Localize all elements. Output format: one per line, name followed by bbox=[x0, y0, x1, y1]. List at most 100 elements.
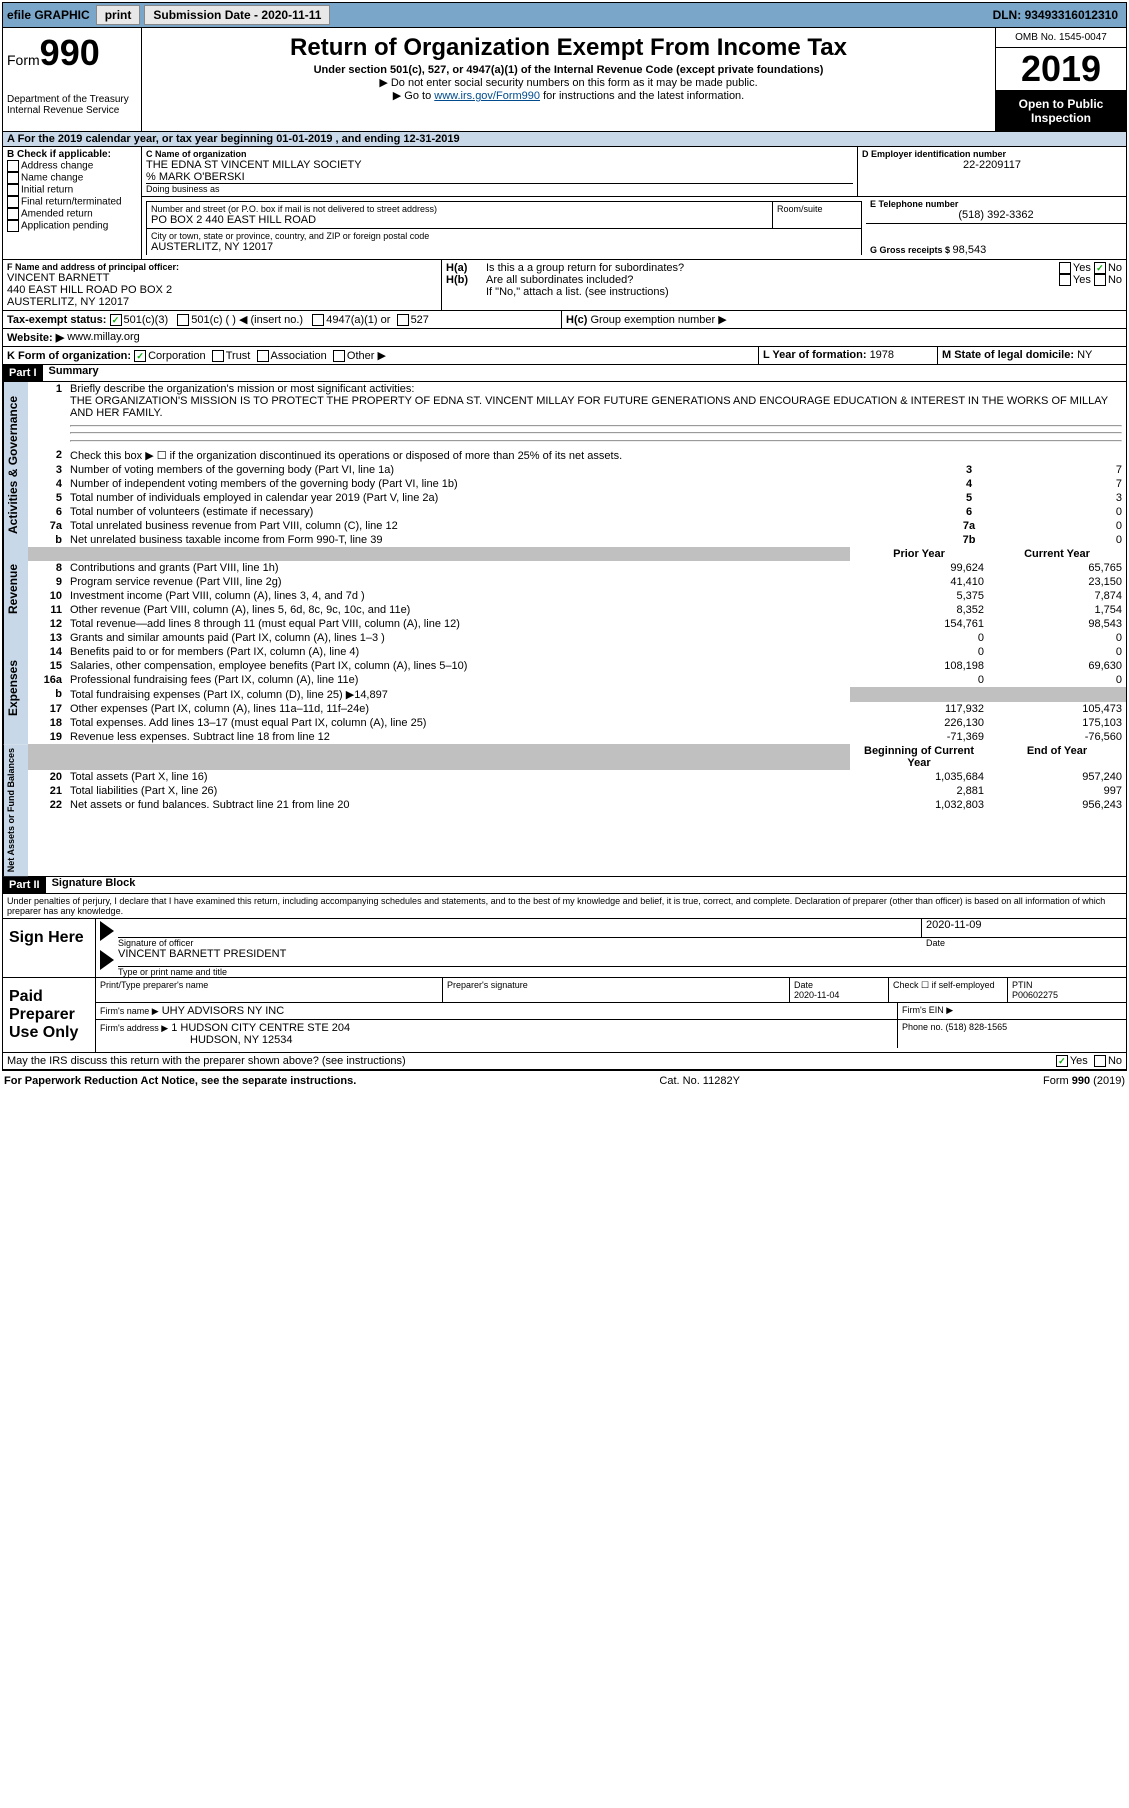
street-label: Number and street (or P.O. box if mail i… bbox=[151, 204, 768, 214]
officer-group-block: F Name and address of principal officer:… bbox=[3, 260, 1126, 311]
part1-title: Summary bbox=[43, 365, 99, 381]
net-assets-section: Net Assets or Fund Balances Beginning of… bbox=[3, 744, 1126, 877]
checkbox-corporation[interactable] bbox=[134, 350, 146, 362]
irs-link[interactable]: www.irs.gov/Form990 bbox=[434, 90, 540, 102]
line7a-text: Total unrelated business revenue from Pa… bbox=[66, 519, 950, 533]
k-label: K Form of organization: bbox=[7, 350, 131, 362]
line4-text: Number of independent voting members of … bbox=[66, 477, 950, 491]
checkbox-amended[interactable] bbox=[7, 208, 19, 220]
ptin: P00602275 bbox=[1012, 990, 1122, 1000]
prep-sig-label: Preparer's signature bbox=[443, 978, 790, 1002]
checkbox-application-pending[interactable] bbox=[7, 220, 19, 232]
state-domicile: NY bbox=[1077, 349, 1092, 361]
c-name-label: C Name of organization bbox=[146, 149, 853, 159]
line13-text: Grants and similar amounts paid (Part IX… bbox=[66, 631, 850, 645]
checkbox-527[interactable] bbox=[397, 314, 409, 326]
line17-text: Other expenses (Part IX, column (A), lin… bbox=[66, 702, 850, 716]
hb-text: Are all subordinates included? bbox=[486, 274, 1059, 286]
dba-label: Doing business as bbox=[146, 184, 853, 194]
firm-addr1: 1 HUDSON CITY CENTRE STE 204 bbox=[171, 1022, 350, 1034]
ptin-label: PTIN bbox=[1012, 980, 1122, 990]
dln: DLN: 93493316012310 bbox=[993, 8, 1126, 22]
form-title: Return of Organization Exempt From Incom… bbox=[146, 34, 991, 62]
checkbox-address-change[interactable] bbox=[7, 160, 19, 172]
form-number: Form990 bbox=[7, 32, 137, 74]
line19-text: Revenue less expenses. Subtract line 18 … bbox=[66, 730, 850, 744]
dept-treasury: Department of the Treasury bbox=[7, 94, 137, 105]
note-ssn: ▶ Do not enter social security numbers o… bbox=[146, 76, 991, 89]
expenses-section: Expenses 13Grants and similar amounts pa… bbox=[3, 631, 1126, 744]
prep-date: 2020-11-04 bbox=[794, 990, 884, 1000]
sig-arrow-icon bbox=[100, 921, 114, 941]
revenue-section: Revenue Prior YearCurrent Year 8Contribu… bbox=[3, 547, 1126, 631]
b-label: B Check if applicable: bbox=[7, 149, 137, 160]
form-version: Form 990 (2019) bbox=[1043, 1075, 1125, 1087]
checkbox-trust[interactable] bbox=[212, 350, 224, 362]
checkbox-final-return[interactable] bbox=[7, 196, 19, 208]
checkbox-name-change[interactable] bbox=[7, 172, 19, 184]
tax-exempt-row: Tax-exempt status: 501(c)(3) 501(c) ( ) … bbox=[3, 311, 1126, 329]
officer-addr2: AUSTERLITZ, NY 12017 bbox=[7, 296, 437, 308]
part2-badge: Part II bbox=[3, 877, 46, 893]
hc-label: H(c) bbox=[566, 314, 587, 326]
firm-phone: (518) 828-1565 bbox=[946, 1022, 1008, 1032]
ha-text: Is this a a group return for subordinate… bbox=[486, 262, 1059, 274]
checkbox-501c3[interactable] bbox=[110, 314, 122, 326]
checkbox-initial-return[interactable] bbox=[7, 184, 19, 196]
type-name-label: Type or print name and title bbox=[118, 967, 1126, 977]
checkbox-discuss-yes[interactable] bbox=[1056, 1055, 1068, 1067]
line20-text: Total assets (Part X, line 16) bbox=[66, 770, 850, 784]
section-a-tax-year: A For the 2019 calendar year, or tax yea… bbox=[3, 132, 1126, 147]
submission-date-button[interactable]: Submission Date - 2020-11-11 bbox=[144, 5, 330, 25]
discuss-text: May the IRS discuss this return with the… bbox=[7, 1055, 1056, 1067]
ha-label: H(a) bbox=[446, 262, 486, 274]
part1-badge: Part I bbox=[3, 365, 43, 381]
line5-val: 3 bbox=[988, 491, 1126, 505]
checkbox-other[interactable] bbox=[333, 350, 345, 362]
q1-text: Briefly describe the organization's miss… bbox=[70, 383, 414, 395]
street-address: PO BOX 2 440 EAST HILL ROAD bbox=[151, 214, 768, 226]
city-state-zip: AUSTERLITZ, NY 12017 bbox=[151, 241, 857, 253]
officer-name: VINCENT BARNETT bbox=[7, 272, 437, 284]
sign-here-label: Sign Here bbox=[3, 919, 96, 977]
line7b-val: 0 bbox=[988, 533, 1126, 547]
f-label: F Name and address of principal officer: bbox=[7, 262, 437, 272]
klm-row: K Form of organization: Corporation Trus… bbox=[3, 347, 1126, 365]
pra-notice: For Paperwork Reduction Act Notice, see … bbox=[4, 1075, 356, 1087]
open-public-badge: Open to Public Inspection bbox=[996, 91, 1126, 131]
activities-governance-section: Activities & Governance 1Briefly describ… bbox=[3, 381, 1126, 547]
tax-year: 2019 bbox=[996, 48, 1126, 91]
form-990-container: efile GRAPHIC print Submission Date - 20… bbox=[2, 2, 1127, 1071]
checkbox-501c[interactable] bbox=[177, 314, 189, 326]
checkbox-hb-no[interactable] bbox=[1094, 274, 1106, 286]
boy-label: Beginning of Current Year bbox=[850, 744, 988, 770]
checkbox-hb-yes[interactable] bbox=[1059, 274, 1071, 286]
year-formation: 1978 bbox=[870, 349, 894, 361]
line15-text: Salaries, other compensation, employee b… bbox=[66, 659, 850, 673]
l-label: L Year of formation: bbox=[763, 349, 870, 361]
city-label: City or town, state or province, country… bbox=[151, 231, 857, 241]
checkbox-ha-no[interactable] bbox=[1094, 262, 1106, 274]
print-button[interactable]: print bbox=[96, 5, 141, 25]
eoy-label: End of Year bbox=[988, 744, 1126, 770]
ein: 22-2209117 bbox=[862, 159, 1122, 171]
current-year-label: Current Year bbox=[988, 547, 1126, 561]
checkbox-ha-yes[interactable] bbox=[1059, 262, 1071, 274]
efile-label: efile GRAPHIC bbox=[3, 8, 94, 22]
website-url: www.millay.org bbox=[67, 331, 140, 344]
checkbox-4947[interactable] bbox=[312, 314, 324, 326]
hb-note: If "No," attach a list. (see instruction… bbox=[446, 286, 1122, 298]
part2-title: Signature Block bbox=[46, 877, 136, 893]
firm-name-label: Firm's name ▶ bbox=[100, 1006, 159, 1016]
part1-header-row: Part I Summary bbox=[3, 365, 1126, 381]
checkbox-discuss-no[interactable] bbox=[1094, 1055, 1106, 1067]
checkbox-association[interactable] bbox=[257, 350, 269, 362]
hc-text: Group exemption number ▶ bbox=[590, 314, 726, 326]
line22-text: Net assets or fund balances. Subtract li… bbox=[66, 798, 850, 812]
line16b-text: Total fundraising expenses (Part IX, col… bbox=[66, 687, 850, 702]
line9-text: Program service revenue (Part VIII, line… bbox=[66, 575, 850, 589]
discuss-row: May the IRS discuss this return with the… bbox=[3, 1053, 1126, 1070]
form-header: Form990 Department of the Treasury Inter… bbox=[3, 28, 1126, 132]
org-info-block: B Check if applicable: Address change Na… bbox=[3, 147, 1126, 260]
line6-text: Total number of volunteers (estimate if … bbox=[66, 505, 950, 519]
